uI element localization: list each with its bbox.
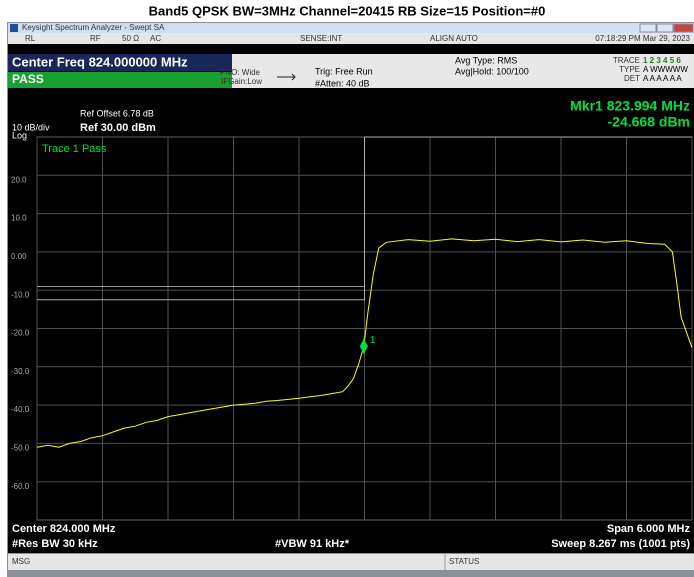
status-item: ALIGN AUTO	[430, 34, 478, 43]
ref-level: Ref 30.00 dBm	[80, 122, 156, 134]
display	[8, 44, 694, 553]
timestamp: 07:18:29 PM Mar 29, 2023	[595, 34, 690, 43]
scale: 10 dB/div	[12, 122, 50, 132]
ref-offset: Ref Offset 6.78 dB	[80, 108, 154, 118]
footer-span: Span 6.000 MHz	[607, 523, 691, 535]
footer-sweep: Sweep 8.267 ms (1001 pts)	[551, 538, 690, 550]
status-item: SENSE:INT	[300, 34, 342, 43]
footer-rbw: #Res BW 30 kHz	[12, 538, 98, 550]
maximize-button[interactable]	[656, 23, 674, 33]
plot: 20.0 10.0 0.00 -10.0 -20.0 -30.0 -40.0 -50.0 -60…	[11, 136, 693, 521]
center-freq: Center Freq 824.000000 MHz	[12, 54, 188, 69]
status-item: 50 Ω	[122, 34, 139, 43]
marker-freq: Mkr1 823.994 MHz	[570, 98, 690, 114]
trig-arrow	[277, 73, 296, 81]
status-item: RF	[90, 34, 101, 43]
limit-line	[37, 136, 692, 301]
trace	[36, 238, 693, 448]
footer-center: Center 824.000 MHz	[12, 523, 116, 535]
footer-vbw: #VBW 91 kHz*	[275, 538, 350, 550]
trace-numbers: 1 2 3 4 5 6	[643, 56, 681, 65]
y-tick-label: 10.0	[11, 214, 27, 223]
y-tick-label: -10.0	[11, 290, 30, 299]
atten: #Atten: 40 dB	[315, 78, 370, 88]
minimize-button[interactable]	[639, 23, 657, 33]
status-item: AC	[150, 34, 161, 43]
close-button[interactable]	[673, 23, 694, 33]
marker-label: 1	[370, 335, 376, 346]
message-bar	[8, 554, 694, 570]
page-title: Band5 QPSK BW=3MHz Channel=20415 RB Size…	[149, 3, 546, 18]
y-tick-label: -20.0	[11, 329, 30, 338]
y-tick-label: 0.00	[11, 252, 27, 261]
avg-hold: Avg|Hold: 100/100	[455, 66, 529, 76]
status-row	[8, 33, 694, 44]
type-values: A WWWWW	[643, 65, 688, 74]
status-item: RL	[25, 34, 36, 43]
avg-type: Avg Type: RMS	[455, 55, 517, 65]
trig: Trig: Free Run	[315, 66, 373, 76]
status: STATUS	[449, 557, 479, 566]
det-values: A A A A A A	[643, 74, 682, 83]
ifgain: IFGain:Low	[221, 77, 262, 86]
type-label: TYPE	[619, 65, 640, 74]
trace-label: TRACE	[613, 56, 640, 65]
title-bar	[8, 23, 694, 33]
center-freq-bar	[8, 54, 232, 71]
y-tick-label: -50.0	[11, 444, 30, 453]
pass: PASS	[12, 72, 44, 86]
marker	[359, 338, 368, 355]
y-tick-label: -30.0	[11, 367, 30, 376]
settings-panel	[232, 54, 694, 88]
marker-level: -24.668 dBm	[608, 114, 690, 130]
pass-bar	[8, 72, 232, 88]
pno: PNO: Wide	[220, 68, 261, 77]
msg: MSG	[12, 557, 30, 566]
y-tick-label: -60.0	[11, 482, 30, 491]
window-title: Keysight Spectrum Analyzer - Swept SA	[22, 23, 165, 32]
log: Log	[12, 130, 27, 140]
y-tick-label: 20.0	[11, 175, 27, 184]
det-label: DET	[624, 74, 640, 83]
app-icon	[10, 24, 18, 32]
trace-pass: Trace 1 Pass	[42, 143, 107, 155]
y-tick-label: -40.0	[11, 405, 30, 414]
status-row-items: RL RF 50 Ω AC SENSE:INT ALIGN AUTO	[25, 34, 478, 43]
